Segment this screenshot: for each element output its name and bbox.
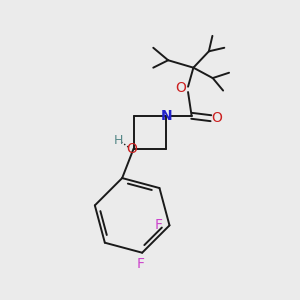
Text: O: O xyxy=(175,82,186,95)
Text: N: N xyxy=(160,109,172,123)
Text: F: F xyxy=(154,218,162,233)
Text: F: F xyxy=(137,257,145,271)
Text: H: H xyxy=(113,134,123,147)
Text: O: O xyxy=(212,111,222,125)
Text: O: O xyxy=(127,142,138,155)
